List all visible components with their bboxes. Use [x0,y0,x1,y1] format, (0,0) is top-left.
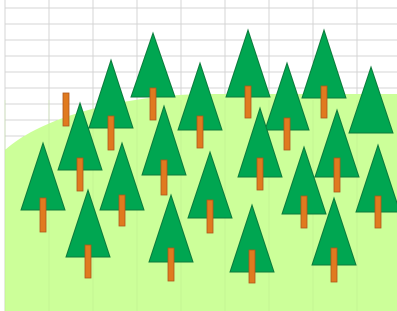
tree-trunk [245,86,251,118]
tree-trunk [168,248,174,281]
tree-trunk [321,86,327,118]
tree-trunk [108,116,114,150]
tree-trunk [331,248,337,282]
tree-trunk [284,118,290,150]
tree-trunk [249,250,255,283]
tree-trunk [40,198,46,232]
spreadsheet-drawing [0,0,397,311]
tree-trunk [257,158,263,190]
tree-trunk [207,200,213,233]
tree-trunk [197,116,203,148]
tree-trunk [375,196,381,228]
page: (() => { const data = JSON.parse(documen… [0,0,397,311]
tree-trunk [77,158,83,191]
tree-trunk [85,245,91,278]
tree-trunk [334,158,340,192]
tree-trunk [161,160,167,195]
tree-trunk [150,88,156,120]
tree-trunk [301,196,307,228]
tree-trunk [119,195,125,226]
tree-trunk [63,93,69,126]
